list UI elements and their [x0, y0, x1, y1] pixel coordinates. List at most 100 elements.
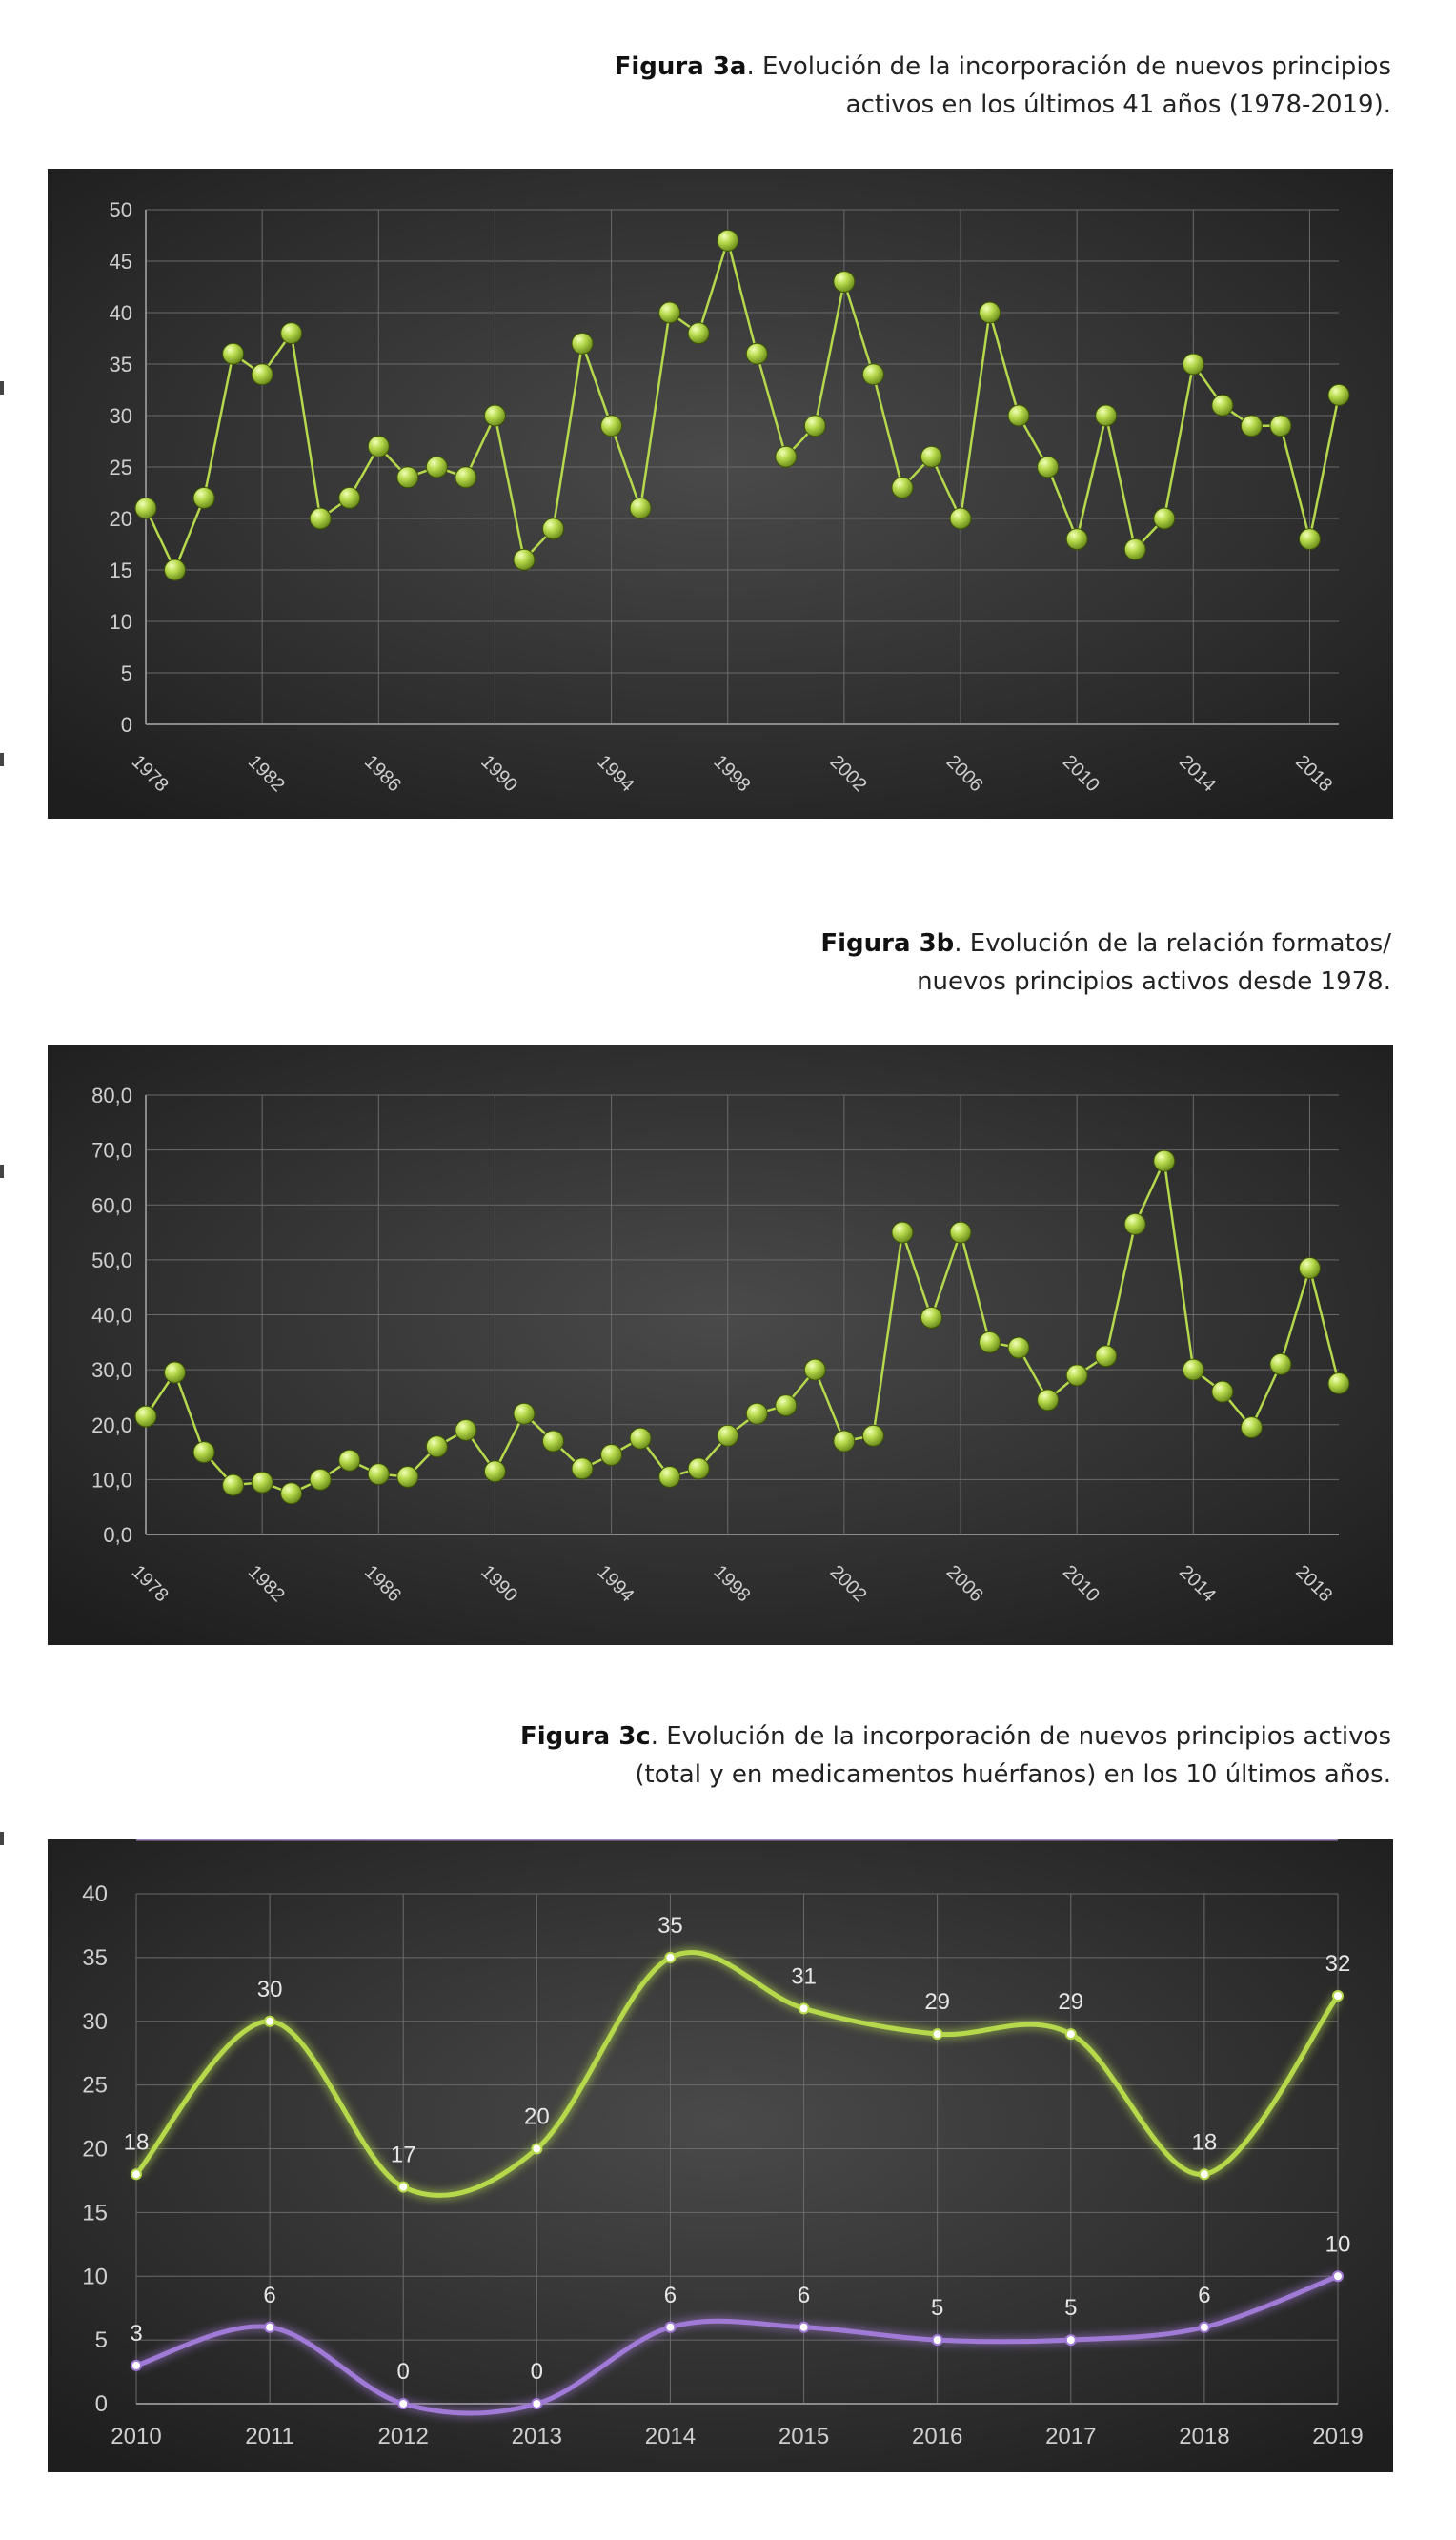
- fig3b-y-tick: 30,0: [91, 1358, 132, 1382]
- fig3c-point-huerfanos-2011: [264, 2321, 276, 2333]
- fig3a-y-tick: 40: [110, 301, 132, 325]
- fig3b-point-1982: [251, 1471, 273, 1494]
- fig3a-point-2008: [1007, 404, 1030, 427]
- fig3a-point-2018: [1298, 528, 1321, 551]
- fig3c-y-tick: 40: [82, 1881, 108, 1907]
- fig3a-y-tick: 50: [110, 198, 132, 222]
- fig3a-point-2013: [1153, 507, 1176, 530]
- fig3c-point-huerfanos-2018: [1198, 2321, 1210, 2333]
- fig3a-point-1982: [251, 363, 273, 386]
- fig3a-point-2014: [1182, 353, 1204, 376]
- fig3a-point-2005: [920, 445, 942, 468]
- fig3b-point-1993: [571, 1457, 594, 1480]
- edge-mark: [0, 753, 4, 766]
- fig3b-point-2002: [833, 1430, 856, 1453]
- fig3c-point-huerfanos-2015: [798, 2321, 810, 2333]
- fig3b-y-tick: 20,0: [91, 1413, 132, 1437]
- fig3c-data-label-total-2015: 31: [791, 1963, 817, 1989]
- fig3a-point-2019: [1327, 383, 1350, 406]
- fig3a-point-1981: [222, 342, 245, 365]
- fig3b-point-1995: [629, 1427, 652, 1450]
- fig3a-caption-line2: activos en los últimos 41 años (1978-201…: [845, 91, 1391, 119]
- fig3b-point-2005: [920, 1306, 942, 1329]
- fig3b-point-1999: [745, 1402, 768, 1425]
- fig3c-data-label-huerfanos-2014: 6: [664, 2283, 677, 2308]
- fig3a-point-1997: [687, 322, 710, 345]
- fig3c-data-label-total-2011: 30: [257, 1977, 283, 2002]
- fig3b-point-1980: [192, 1441, 215, 1464]
- fig3a-point-1978: [134, 497, 157, 519]
- fig3a-point-1998: [717, 229, 739, 252]
- fig3b-label: Figura 3b: [820, 929, 955, 958]
- fig3a-point-2009: [1037, 456, 1060, 478]
- fig3c-point-total-2012: [397, 2181, 410, 2193]
- fig3b-point-1990: [483, 1460, 506, 1483]
- fig3c-point-huerfanos-2019: [1332, 2270, 1344, 2283]
- fig3b-point-1986: [367, 1463, 390, 1486]
- fig3b-point-1979: [164, 1361, 187, 1384]
- fig3a-y-tick: 45: [110, 250, 132, 274]
- fig3a-y-tick: 10: [110, 610, 132, 634]
- fig3c-data-label-total-2016: 29: [924, 1989, 950, 2015]
- fig3b-point-2004: [891, 1221, 914, 1244]
- fig3c-point-total-2015: [798, 2002, 810, 2015]
- fig3a-point-1983: [280, 322, 303, 345]
- fig3c-point-total-2011: [264, 2015, 276, 2027]
- fig3a-point-2003: [861, 363, 884, 386]
- fig3a-point-2001: [803, 415, 826, 437]
- fig3b-point-1981: [222, 1473, 245, 1496]
- fig3b-y-tick: 40,0: [91, 1304, 132, 1328]
- fig3a-point-1987: [396, 466, 419, 489]
- fig3b-caption: Figura 3b. Evolución de la relación form…: [820, 925, 1391, 1001]
- fig3c-series-line-total: [134, 1949, 1341, 2198]
- fig3a-y-tick: 30: [110, 404, 132, 428]
- fig3a-point-1988: [425, 456, 448, 478]
- fig3b-point-2001: [803, 1358, 826, 1381]
- fig3c-x-tick: 2011: [245, 2424, 294, 2449]
- fig3c-data-label-huerfanos-2013: 0: [531, 2359, 543, 2385]
- fig3c-y-tick: 5: [95, 2327, 108, 2353]
- fig3b-point-2009: [1037, 1389, 1060, 1412]
- fig3a-point-2017: [1269, 415, 1292, 437]
- fig3c-data-label-huerfanos-2019: 10: [1325, 2231, 1351, 2257]
- fig3b-point-2013: [1153, 1149, 1176, 1172]
- fig3b-point-2012: [1123, 1212, 1146, 1235]
- fig3c-y-tick: 10: [82, 2264, 108, 2289]
- fig3b-y-tick: 60,0: [91, 1193, 132, 1217]
- fig3c-point-huerfanos-2017: [1064, 2334, 1077, 2347]
- fig3a-caption: Figura 3a. Evolución de la incorporación…: [615, 48, 1391, 124]
- fig3a-point-1985: [338, 486, 361, 509]
- fig3a-point-1990: [483, 404, 506, 427]
- fig3b-point-1996: [658, 1465, 681, 1488]
- fig3a-y-tick: 5: [121, 661, 132, 685]
- fig3c-point-total-2013: [531, 2143, 543, 2155]
- fig3b-caption-text1: . Evolución de la relación formatos/: [954, 929, 1391, 958]
- fig3c-point-huerfanos-2012: [397, 2398, 410, 2409]
- fig3a-caption-text1: . Evolución de la incorporación de nuevo…: [746, 52, 1391, 81]
- fig3b-point-2008: [1007, 1336, 1030, 1359]
- fig3c-x-tick: 2019: [1312, 2424, 1363, 2449]
- fig3b-y-tick: 10,0: [91, 1468, 132, 1492]
- fig3b-chart: 0,0 10,0 20,0 30,0 40,0 50,0 60,0 70,0 80,0 1978 1…: [48, 1045, 1393, 1645]
- fig3c-data-label-huerfanos-2015: 6: [798, 2283, 810, 2308]
- fig3c-x-tick: 2015: [779, 2424, 829, 2449]
- fig3c-point-huerfanos-2016: [931, 2334, 943, 2347]
- fig3a-label: Figura 3a: [614, 52, 747, 81]
- fig3b-point-2014: [1182, 1358, 1204, 1381]
- fig3a-y-tick: 35: [110, 353, 132, 376]
- fig3c-data-label-huerfanos-2018: 6: [1198, 2283, 1210, 2308]
- fig3c-y-tick: 20: [82, 2137, 108, 2163]
- fig3c-y-tick: 30: [82, 2009, 108, 2035]
- fig3a-point-2004: [891, 477, 914, 499]
- fig3c-data-label-huerfanos-2012: 0: [397, 2359, 410, 2385]
- fig3a-point-2002: [833, 271, 856, 294]
- fig3a-point-1984: [309, 507, 332, 530]
- fig3a-y-tick: 0: [121, 713, 132, 737]
- fig3a-point-2015: [1211, 394, 1234, 417]
- fig3b-point-1994: [600, 1443, 623, 1466]
- fig3b-point-1984: [309, 1468, 332, 1491]
- fig3a-caption-line1: Figura 3a. Evolución de la incorporación…: [615, 48, 1391, 86]
- fig3b-point-2000: [775, 1394, 798, 1417]
- fig3c-chart: 0 5 10 15 20 25 30 35 40 2010 2011 2012 2013 2014 2015…: [48, 1839, 1393, 2472]
